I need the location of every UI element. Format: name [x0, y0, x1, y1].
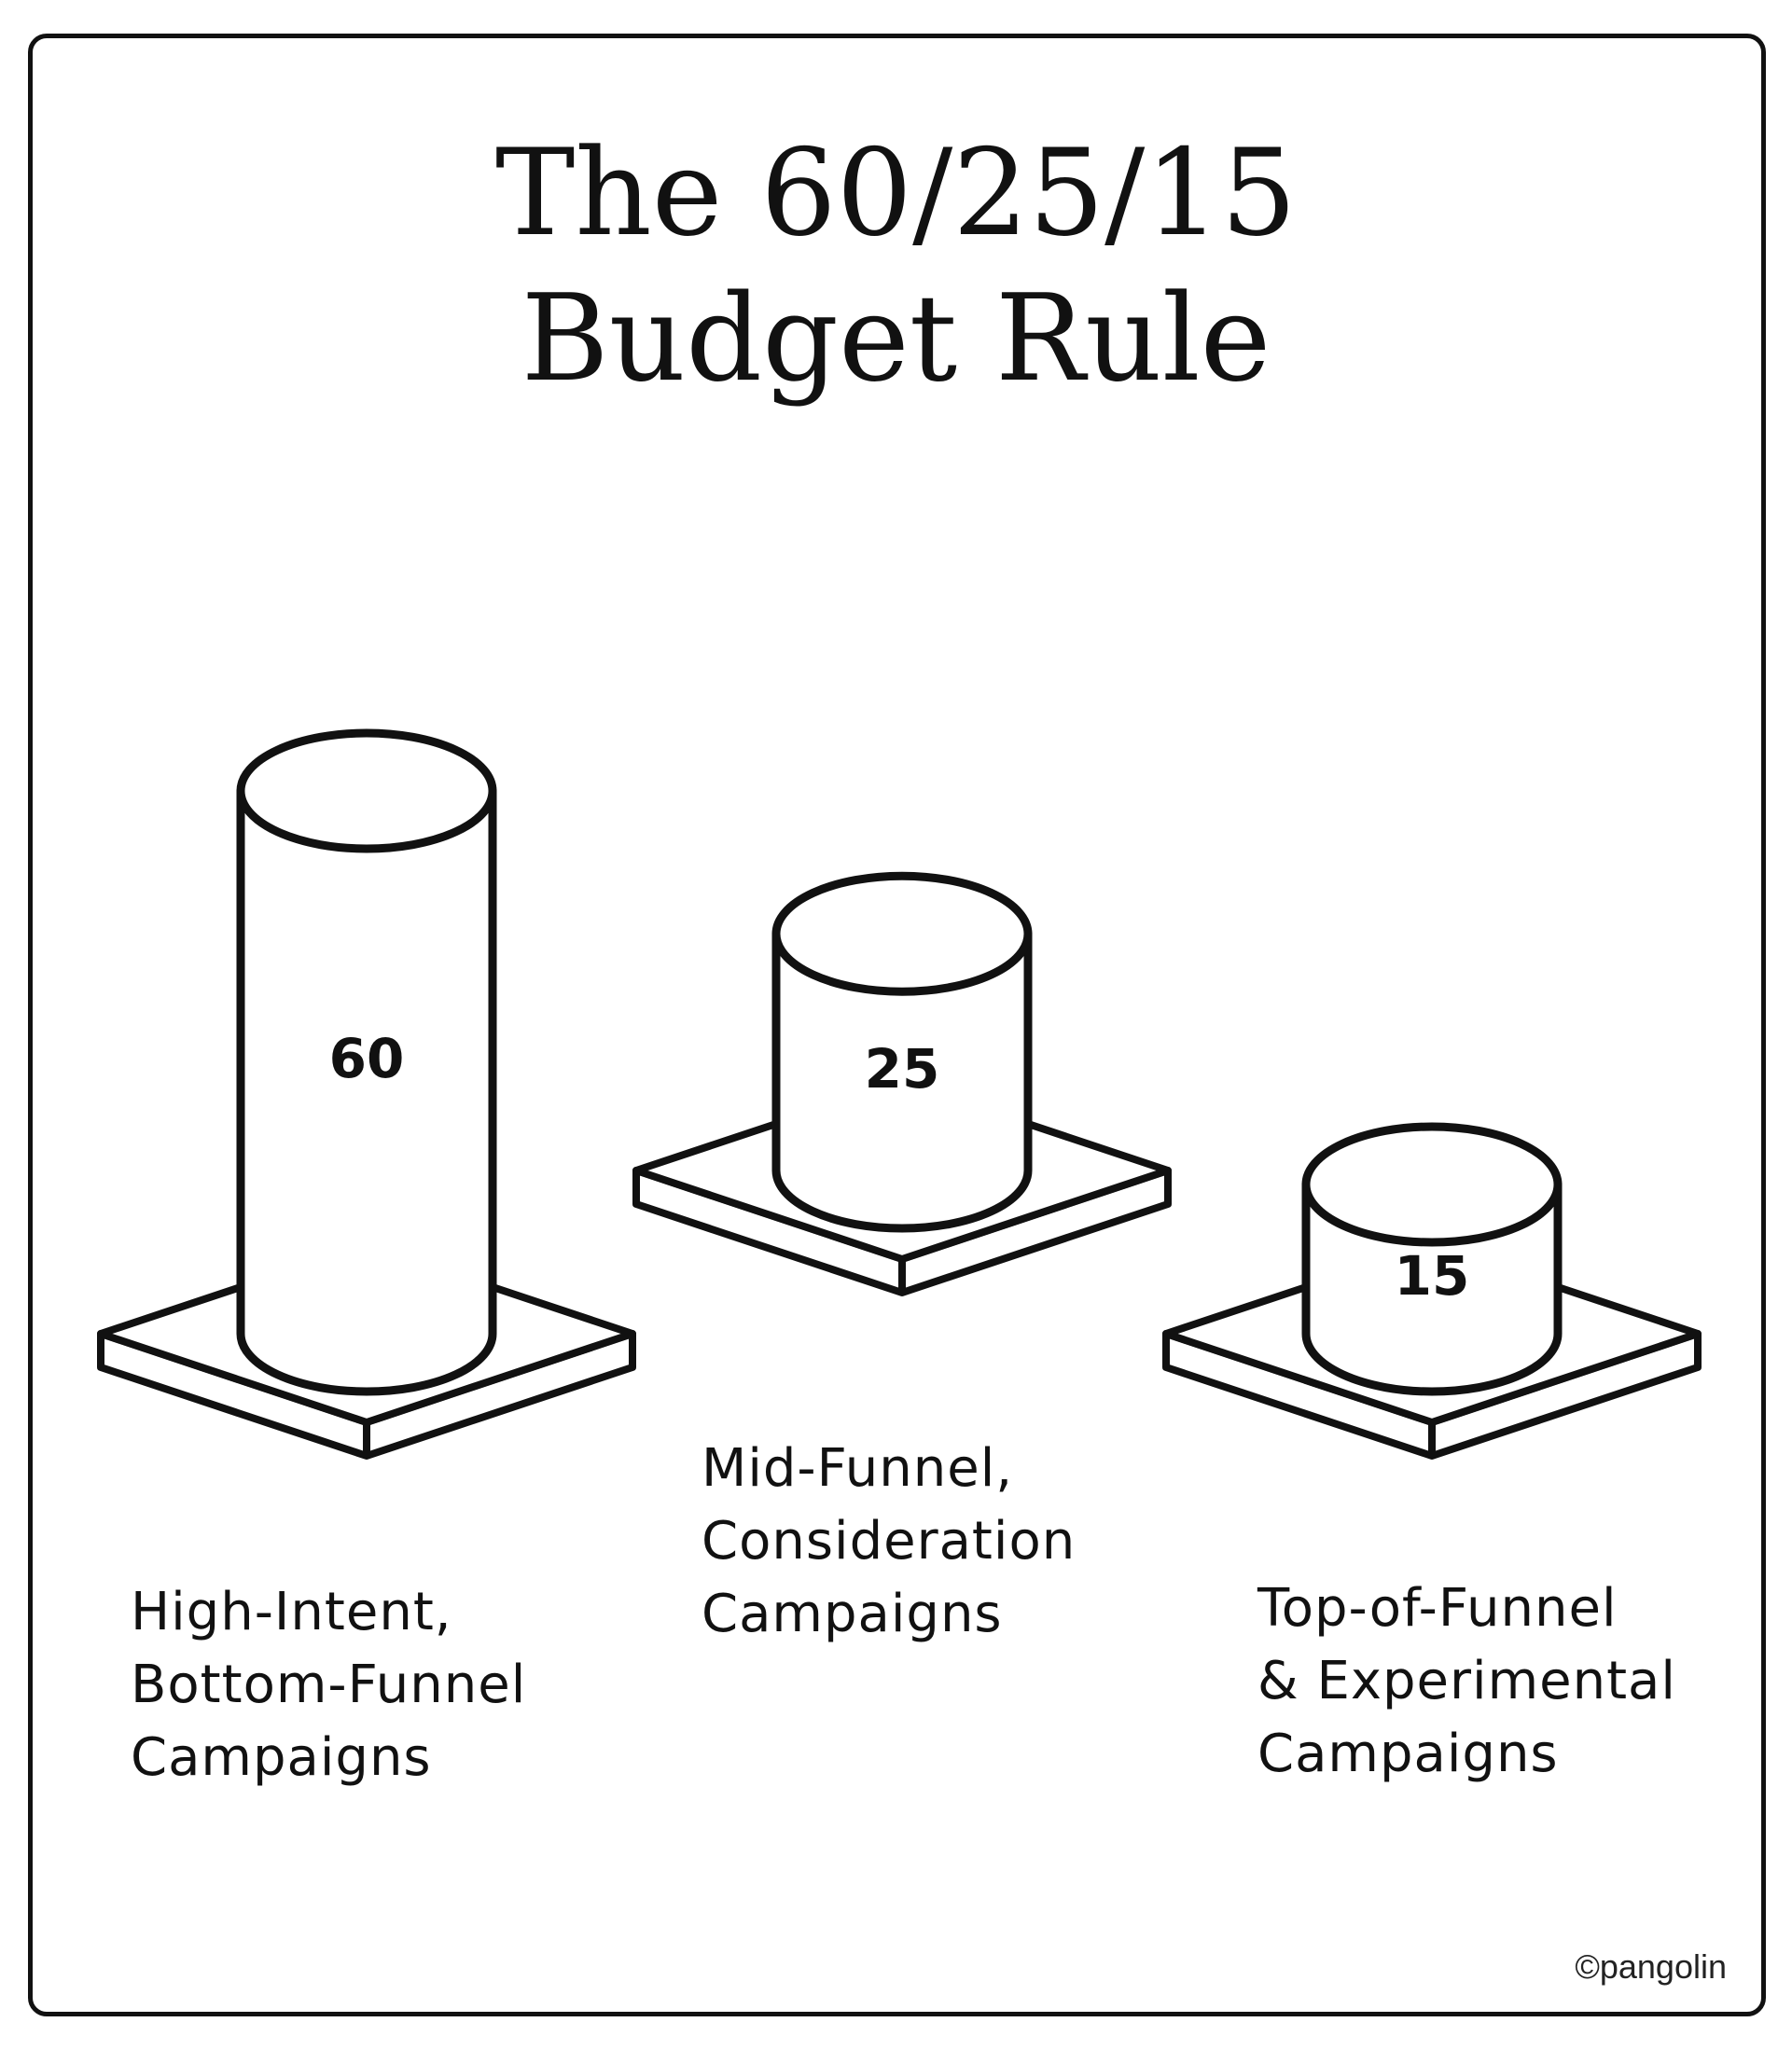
category-label-2: Top-of-Funnel & Experimental Campaigns	[1257, 1572, 1676, 1791]
data-label-0: 60	[329, 1027, 405, 1090]
category-label-1-line-1: Mid-Funnel,	[702, 1438, 1014, 1499]
category-label-0-line-1: High-Intent,	[131, 1582, 452, 1642]
category-label-1-line-2: Consideration	[702, 1511, 1077, 1572]
category-label-2-line-3: Campaigns	[1257, 1724, 1559, 1784]
category-label-2-line-2: & Experimental	[1257, 1651, 1676, 1711]
chart-frame	[28, 34, 1766, 2016]
category-label-0-line-3: Campaigns	[131, 1727, 432, 1788]
category-label-1: Mid-Funnel, Consideration Campaigns	[702, 1433, 1076, 1651]
cylinder-top-2	[1301, 1122, 1563, 1247]
category-label-2-line-1: Top-of-Funnel	[1257, 1578, 1618, 1639]
chart-title: The 60/25/15 Budget Rule	[0, 121, 1792, 412]
cylinder-top-0	[236, 728, 497, 853]
cylinder-body-0	[236, 786, 497, 1396]
data-label-1: 25	[865, 1037, 940, 1101]
title-line-1: The 60/25/15	[494, 124, 1298, 263]
cylinder-top-1	[771, 871, 1033, 996]
category-label-1-line-3: Campaigns	[702, 1584, 1003, 1644]
cylinder-body-1	[771, 929, 1033, 1233]
title-line-2: Budget Rule	[521, 270, 1271, 409]
category-label-0: High-Intent, Bottom-Funnel Campaigns	[131, 1576, 526, 1794]
credit-text: ©pangolin	[1575, 1947, 1727, 1986]
bars-group: 60 25 15	[97, 728, 1702, 1460]
category-label-0-line-2: Bottom-Funnel	[131, 1655, 527, 1715]
data-label-2: 15	[1395, 1244, 1470, 1308]
